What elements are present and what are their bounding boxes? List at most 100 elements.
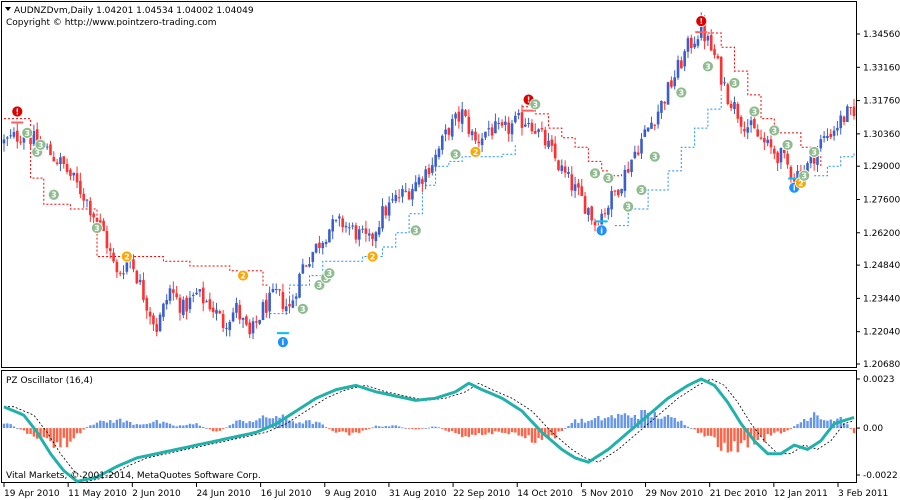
histogram-bar (85, 427, 89, 429)
histogram-bar (451, 428, 454, 432)
badge-label: 3 (413, 226, 419, 235)
histogram-bar (806, 420, 809, 429)
histogram-bar (660, 418, 663, 429)
candle-body (603, 213, 607, 215)
candle-body (626, 169, 630, 173)
signal-badge-green: 3 (808, 146, 821, 158)
badge-label: 3 (772, 127, 778, 136)
candle-body (221, 314, 225, 328)
histogram-bar (138, 424, 142, 429)
histogram-bar (235, 420, 238, 429)
histogram-bar (623, 413, 627, 429)
candle-body (328, 229, 331, 243)
signal-badge-green: 3 (34, 138, 47, 151)
candle-body (623, 169, 627, 191)
histogram-bar (826, 420, 829, 429)
candle-body (138, 279, 142, 283)
histogram-bar (769, 428, 773, 436)
badge-circle (296, 302, 309, 315)
price-y-axis: 1.34560 1.33160 1.31760 1.30360 1.29000 1.276… (856, 30, 900, 370)
candle-body (846, 106, 849, 123)
candle-body (729, 103, 733, 109)
candle-body (208, 299, 212, 310)
candle-body (520, 112, 524, 128)
candle-body (181, 299, 185, 316)
histogram-bar (231, 423, 235, 429)
candle-body (188, 297, 192, 310)
histogram-bar (155, 420, 158, 429)
stop-marker (11, 121, 24, 124)
histogram-bar (553, 428, 557, 439)
price-tick-label: 1.30360 (863, 130, 900, 140)
candle-body (265, 299, 268, 313)
candle-body (683, 51, 686, 67)
signal-badge-green: 3 (768, 124, 781, 137)
candle-body (494, 121, 497, 134)
candle-body (593, 221, 597, 226)
candle-body (218, 311, 222, 314)
x-tick-label: 21 Dec 2010 (710, 489, 768, 499)
candle-body (2, 139, 6, 144)
candle-body (165, 300, 168, 305)
candle-body (394, 194, 398, 202)
histogram-bar (371, 427, 374, 429)
candle-body (616, 189, 620, 196)
candle-body (427, 168, 431, 175)
candle-body (75, 173, 79, 183)
histogram-bar (188, 423, 192, 429)
candle-body (836, 127, 839, 131)
histogram-bar (683, 424, 686, 429)
histogram-bar (411, 428, 414, 429)
histogram-bar (128, 421, 132, 429)
candle-body (281, 292, 285, 309)
histogram-bar (497, 428, 500, 432)
candle-body (344, 225, 348, 228)
osc-tick-label: -0.0022 (863, 471, 898, 481)
histogram-bar (65, 428, 69, 448)
histogram-bar (334, 428, 338, 433)
candle-body (132, 259, 135, 269)
badge-circle (323, 267, 336, 280)
histogram-bar (520, 428, 524, 437)
candle-body (706, 36, 710, 41)
histogram-bar (354, 428, 358, 433)
x-tick-label: 5 Nov 2010 (581, 489, 633, 499)
candle-body (806, 163, 809, 173)
candle-body (630, 159, 633, 173)
signal-badge-green: 3 (91, 222, 103, 234)
candle-body (401, 189, 404, 197)
histogram-bar (414, 428, 417, 430)
x-tick-label: 29 Nov 2010 (646, 489, 704, 499)
candle-body (447, 128, 451, 135)
x-tick-label: 12 Jan 2011 (774, 489, 828, 499)
candle-body (238, 304, 242, 320)
candle-body (620, 188, 623, 194)
signal-badge-green: 3 (622, 200, 635, 213)
histogram-bar (504, 428, 507, 434)
x-tick-label: 31 Aug 2010 (389, 489, 447, 499)
price-tick-label: 1.27600 (863, 195, 900, 205)
histogram-bar (773, 428, 776, 433)
price-tick-label: 1.24840 (863, 261, 900, 271)
candle-body (324, 241, 328, 245)
histogram-bar (95, 422, 99, 429)
time-x-axis: 19 Apr 2010 11 May 2010 2 Jun 2010 24 Jun 2… (3, 483, 888, 499)
candle-body (474, 131, 477, 141)
candle-body (404, 190, 408, 192)
candle-body (460, 109, 464, 124)
histogram-bar (560, 428, 564, 432)
candle-body (95, 217, 99, 222)
badge-label: i (600, 226, 603, 235)
histogram-bar (185, 424, 188, 429)
histogram-bar (656, 418, 660, 429)
histogram-bar (258, 418, 261, 429)
badge-label: 3 (532, 100, 538, 109)
candle-body (19, 141, 22, 143)
histogram-bar (470, 428, 474, 435)
histogram-bar (368, 428, 371, 429)
collapse-triangle-icon[interactable] (5, 7, 11, 11)
candle-body (331, 219, 335, 232)
histogram-bar (308, 420, 311, 429)
histogram-bar (700, 428, 703, 433)
candle-body (849, 107, 852, 109)
